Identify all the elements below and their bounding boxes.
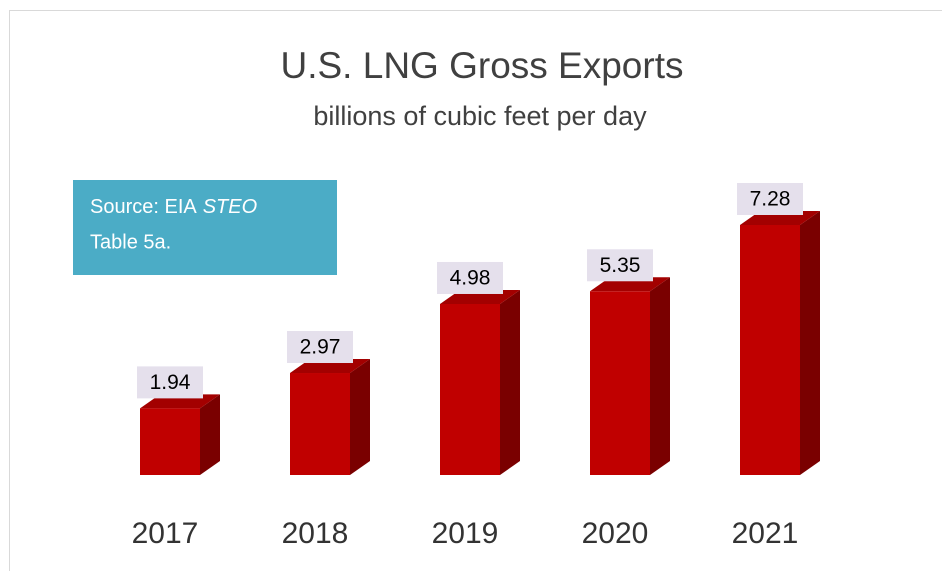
bar	[440, 289, 520, 475]
x-tick-label: 2017	[132, 517, 199, 550]
bar-front	[440, 303, 500, 475]
data-label-box	[137, 366, 203, 399]
data-label: 7.28	[750, 188, 791, 211]
bar-side	[350, 359, 370, 475]
bar-side	[500, 289, 520, 475]
bar-front	[140, 408, 200, 475]
bar-side	[200, 394, 220, 475]
data-label-box	[287, 331, 353, 364]
data-label: 2.97	[300, 336, 341, 359]
chart-title: U.S. LNG Gross Exports	[281, 45, 684, 86]
annotation: Source: EIA STEO	[90, 196, 257, 218]
x-tick-label: 2019	[432, 517, 499, 550]
annotation-text: STEO	[203, 196, 257, 218]
bar-front	[590, 291, 650, 475]
data-label: 1.94	[150, 371, 191, 394]
data-label: 4.98	[450, 267, 491, 290]
bar	[740, 211, 820, 475]
annotation-text: Table 5a.	[90, 231, 171, 253]
bar-side	[800, 211, 820, 475]
annotation-box	[73, 180, 337, 275]
x-tick-label: 2021	[732, 517, 799, 550]
x-tick-label: 2018	[282, 517, 349, 550]
bar-front	[740, 225, 800, 475]
bar-side	[650, 277, 670, 475]
data-label-box	[737, 183, 803, 215]
bar-front	[290, 373, 350, 475]
bar	[290, 359, 370, 475]
data-label-box	[437, 261, 503, 294]
x-tick-label: 2020	[582, 517, 649, 550]
annotation-text: Source: EIA	[90, 196, 197, 218]
chart-subtitle: billions of cubic feet per day	[313, 101, 647, 131]
bar	[140, 394, 220, 475]
bar	[590, 277, 670, 475]
data-label: 5.35	[600, 254, 641, 277]
data-label-box	[587, 249, 653, 282]
